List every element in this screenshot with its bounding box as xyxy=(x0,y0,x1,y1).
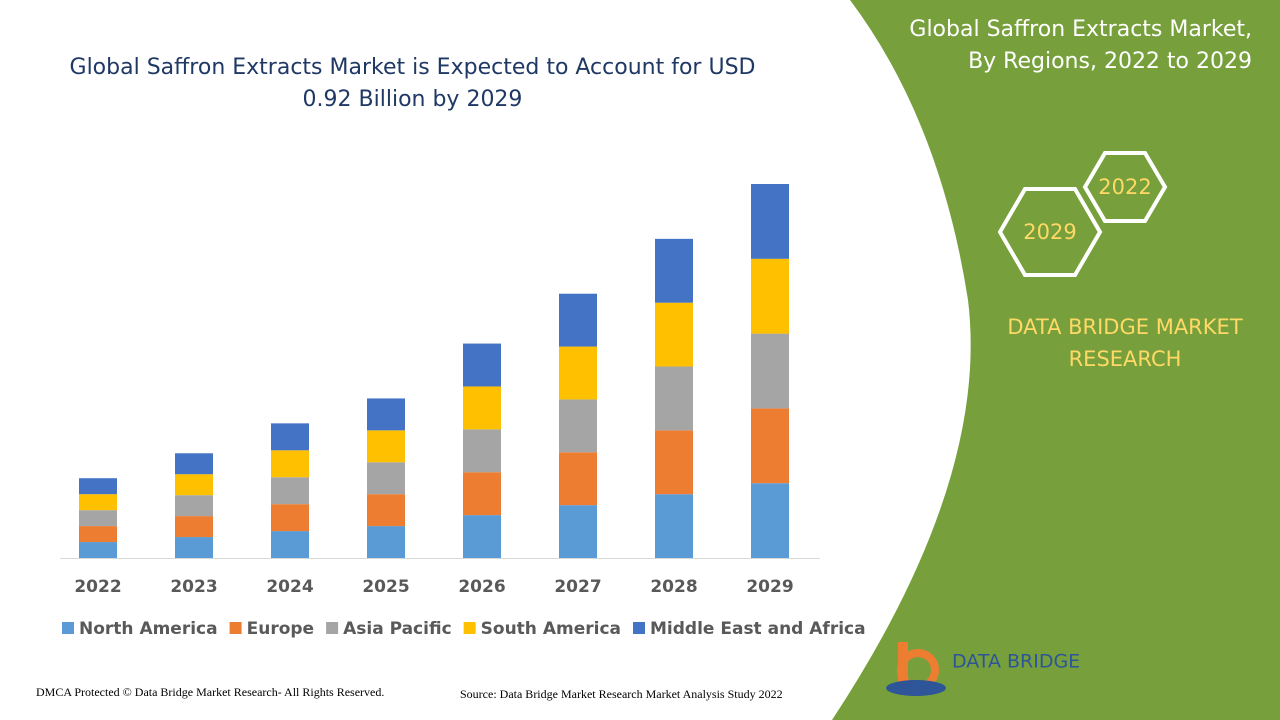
bar-segment xyxy=(175,516,213,538)
bar-segment xyxy=(751,184,789,259)
bar-segment xyxy=(655,366,693,431)
bar-segment xyxy=(655,430,693,495)
legend-swatch xyxy=(463,622,476,634)
chart-title: Global Saffron Extracts Market is Expect… xyxy=(69,55,756,112)
legend-label: North America xyxy=(79,619,218,639)
bar-segment xyxy=(559,452,597,506)
panel-title: Global Saffron Extracts Market, By Regio… xyxy=(909,17,1252,74)
bar-segment xyxy=(367,462,405,495)
legend-label: Middle East and Africa xyxy=(650,619,866,639)
bar-segment xyxy=(79,478,117,495)
legend-swatch xyxy=(326,622,339,634)
bar-segment xyxy=(655,302,693,367)
logo-mark xyxy=(886,680,946,696)
bar-segment xyxy=(751,333,789,409)
bar-segment xyxy=(367,526,405,558)
legend-swatch xyxy=(62,622,74,634)
bar-segment xyxy=(463,429,501,473)
x-tick-label: 2029 xyxy=(746,577,793,597)
logo-text: DATA BRIDGE xyxy=(952,651,1080,673)
bar-segment xyxy=(79,510,117,527)
bar-segment xyxy=(271,531,309,558)
bar-segment xyxy=(559,505,597,558)
bar-segment xyxy=(559,399,597,453)
x-tick-label: 2023 xyxy=(170,577,217,597)
bar-segment xyxy=(175,474,213,496)
bar-segment xyxy=(751,483,789,558)
bar-segment xyxy=(751,258,789,334)
logo: DATA BRIDGE xyxy=(886,642,1080,696)
bar-segment xyxy=(751,408,789,484)
bar-segment xyxy=(463,343,501,387)
hexagon-label: 2022 xyxy=(1098,175,1151,199)
bar-segment xyxy=(367,494,405,527)
legend-label: Europe xyxy=(247,619,314,639)
brand: DATA BRIDGE MARKET RESEARCH xyxy=(1007,315,1243,371)
bar-segment xyxy=(655,494,693,558)
footer-text: DMCA Protected © Data Bridge Market Rese… xyxy=(36,685,385,699)
bar-segment xyxy=(367,430,405,463)
bar-segment xyxy=(463,515,501,558)
x-tick-label: 2024 xyxy=(266,577,313,597)
hexagon-label: 2029 xyxy=(1023,220,1076,244)
bar-segment xyxy=(271,423,309,451)
bar-segment xyxy=(559,346,597,400)
legend-label: South America xyxy=(481,619,621,639)
bar-segment xyxy=(271,504,309,532)
footer-text: Source: Data Bridge Market Research Mark… xyxy=(460,687,783,701)
bar-segment xyxy=(79,542,117,558)
legend-swatch xyxy=(229,622,242,634)
x-tick-label: 2027 xyxy=(554,577,601,597)
green-panel xyxy=(832,0,1280,720)
bar-segment xyxy=(271,477,309,505)
x-tick-label: 2022 xyxy=(74,577,121,597)
x-tick-label: 2028 xyxy=(650,577,697,597)
bar-segment xyxy=(175,453,213,475)
bar-segment xyxy=(655,238,693,303)
bar-segment xyxy=(79,494,117,511)
bar-segment xyxy=(175,537,213,558)
bar-segment xyxy=(79,526,117,543)
legend-label: Asia Pacific xyxy=(343,619,452,639)
bar-segment xyxy=(559,293,597,347)
hexagon xyxy=(997,187,1103,277)
hexagon xyxy=(1082,151,1168,223)
x-tick-label: 2025 xyxy=(362,577,409,597)
bar-segment xyxy=(463,386,501,430)
bar-segment xyxy=(367,398,405,431)
bar-segment xyxy=(271,450,309,478)
bar-segment xyxy=(463,472,501,516)
legend-swatch xyxy=(633,622,645,634)
bar-segment xyxy=(175,495,213,517)
x-tick-label: 2026 xyxy=(458,577,505,597)
